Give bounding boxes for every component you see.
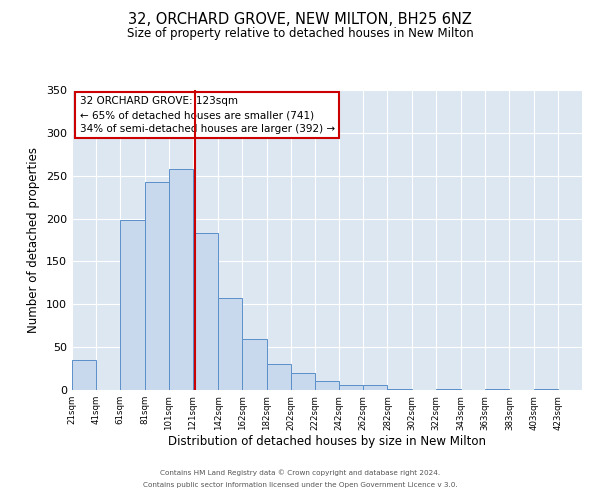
Bar bbox=[145, 182, 169, 390]
Bar bbox=[363, 385, 388, 390]
Bar bbox=[242, 338, 266, 390]
Text: Contains HM Land Registry data © Crown copyright and database right 2024.: Contains HM Land Registry data © Crown c… bbox=[160, 470, 440, 476]
Bar bbox=[218, 298, 242, 390]
Text: Size of property relative to detached houses in New Milton: Size of property relative to detached ho… bbox=[127, 28, 473, 40]
Bar bbox=[291, 373, 315, 390]
Bar bbox=[315, 382, 339, 390]
Text: 32 ORCHARD GROVE: 123sqm
← 65% of detached houses are smaller (741)
34% of semi-: 32 ORCHARD GROVE: 123sqm ← 65% of detach… bbox=[80, 96, 335, 134]
Y-axis label: Number of detached properties: Number of detached properties bbox=[28, 147, 40, 333]
Bar bbox=[193, 233, 218, 390]
Bar bbox=[72, 360, 96, 390]
Text: 32, ORCHARD GROVE, NEW MILTON, BH25 6NZ: 32, ORCHARD GROVE, NEW MILTON, BH25 6NZ bbox=[128, 12, 472, 28]
Bar bbox=[485, 389, 509, 390]
Bar bbox=[388, 389, 412, 390]
Bar bbox=[169, 169, 193, 390]
Bar bbox=[436, 389, 461, 390]
Text: Contains public sector information licensed under the Open Government Licence v : Contains public sector information licen… bbox=[143, 482, 457, 488]
Bar bbox=[266, 364, 291, 390]
Bar bbox=[121, 220, 145, 390]
X-axis label: Distribution of detached houses by size in New Milton: Distribution of detached houses by size … bbox=[168, 436, 486, 448]
Bar bbox=[533, 389, 558, 390]
Bar bbox=[339, 385, 363, 390]
